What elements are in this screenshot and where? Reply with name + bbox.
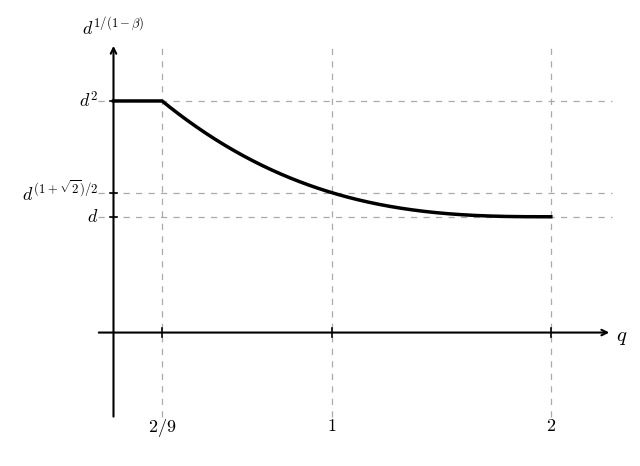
Text: $1$: $1$ <box>328 417 337 435</box>
Text: $2$: $2$ <box>546 417 556 435</box>
Text: $d^2$: $d^2$ <box>79 91 98 111</box>
Text: $d^{1/(1-\beta)}$: $d^{1/(1-\beta)}$ <box>83 18 145 40</box>
Text: $d^{(1+\sqrt{2})/2}$: $d^{(1+\sqrt{2})/2}$ <box>22 181 98 205</box>
Text: $q$: $q$ <box>616 328 628 347</box>
Text: $2/9$: $2/9$ <box>148 417 176 439</box>
Text: $d$: $d$ <box>87 208 98 226</box>
